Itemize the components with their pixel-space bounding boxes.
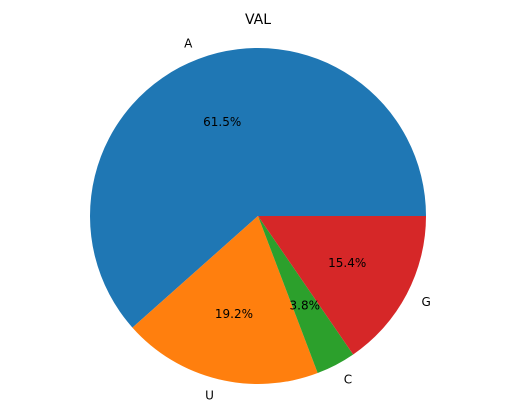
slice-percent-u: 19.2% [215,307,253,321]
slice-label-a: A [184,36,193,50]
slice-percent-a: 61.5% [203,115,241,129]
pie-slice-c [258,216,354,374]
slice-label-g: G [422,295,431,309]
slice-label-u: U [205,388,214,402]
pie-slice-g [258,216,426,355]
pie-slice-a [90,48,427,328]
slice-percent-c: 3.8% [290,298,321,312]
pie-slices [90,48,427,384]
pie-slice-u [132,216,318,384]
pie-percent-labels: 61.5% 19.2% 3.8% 15.4% [203,115,366,321]
pie-slice-labels: A U C G [184,36,431,402]
slice-percent-g: 15.4% [328,256,366,270]
chart-title: VAL [245,12,271,28]
slice-label-c: C [344,373,352,387]
